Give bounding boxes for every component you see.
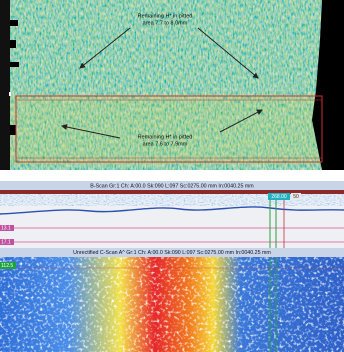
annotation: area 7.7 to 8.0mm	[143, 20, 188, 26]
depth-label: 13.1	[1, 225, 11, 231]
cscan-header: Unrectified C-Scan A^ Gr:1 Ch: A:00.0 Sk…	[73, 250, 271, 256]
annotation: area 7.6 to 7.9mm	[143, 141, 188, 147]
cursor-label: 50	[293, 194, 299, 200]
annotation: Remaining H* in pitted	[138, 13, 193, 19]
cursor-label: 268.00	[271, 194, 287, 200]
top-scan-panel: Remaining H* in pitted area 7.7 to 8.0mm…	[0, 0, 344, 170]
bscan-header: B-Scan Gr:1 Ch: A:00.0 Sk:090 L:097 Sc:0…	[90, 183, 254, 189]
depth-label: 17.1	[1, 239, 11, 245]
cscan-panel: Unrectified C-Scan A^ Gr:1 Ch: A:00.0 Sk…	[0, 248, 344, 352]
annotation: Remaining H* in pitted	[138, 134, 193, 140]
bscan-panel: B-Scan Gr:1 Ch: A:00.0 Sk:090 L:097 Sc:0…	[0, 181, 344, 248]
cscan-label: 112.5	[1, 263, 13, 269]
screenshot: Remaining H* in pitted area 7.7 to 8.0mm…	[0, 0, 344, 352]
